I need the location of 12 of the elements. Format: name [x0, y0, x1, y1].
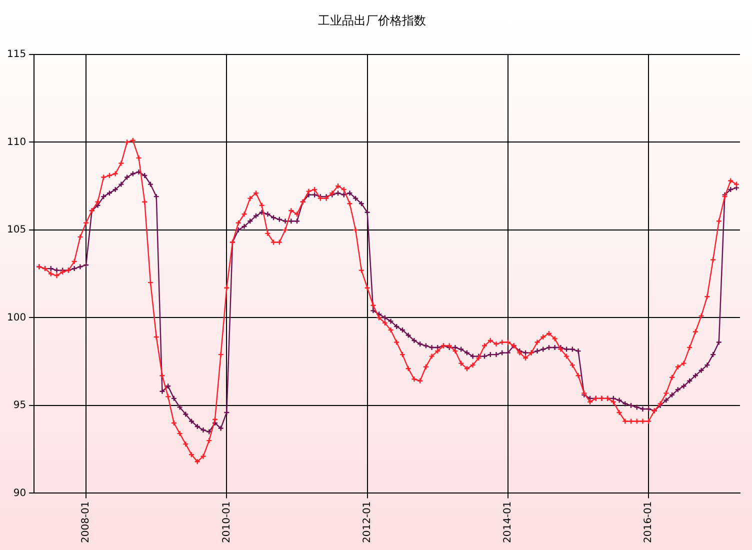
- y-tick-label: 100: [6, 312, 26, 324]
- x-tick-label: 2016-01: [643, 501, 654, 544]
- y-tick-label: 90: [13, 488, 26, 499]
- y-tick-label: 115: [6, 48, 26, 60]
- x-tick-label: 2014-01: [502, 501, 514, 544]
- y-tick-label: 110: [6, 136, 26, 148]
- chart-title: 工业品出厂价格指数: [318, 13, 426, 28]
- y-tick-label: 95: [13, 400, 26, 412]
- y-tick-label: 105: [6, 224, 26, 236]
- x-tick-label: 2012-01: [362, 501, 373, 544]
- x-tick-label: 2010-01: [221, 501, 232, 544]
- x-tick-label: 2008-01: [80, 501, 92, 544]
